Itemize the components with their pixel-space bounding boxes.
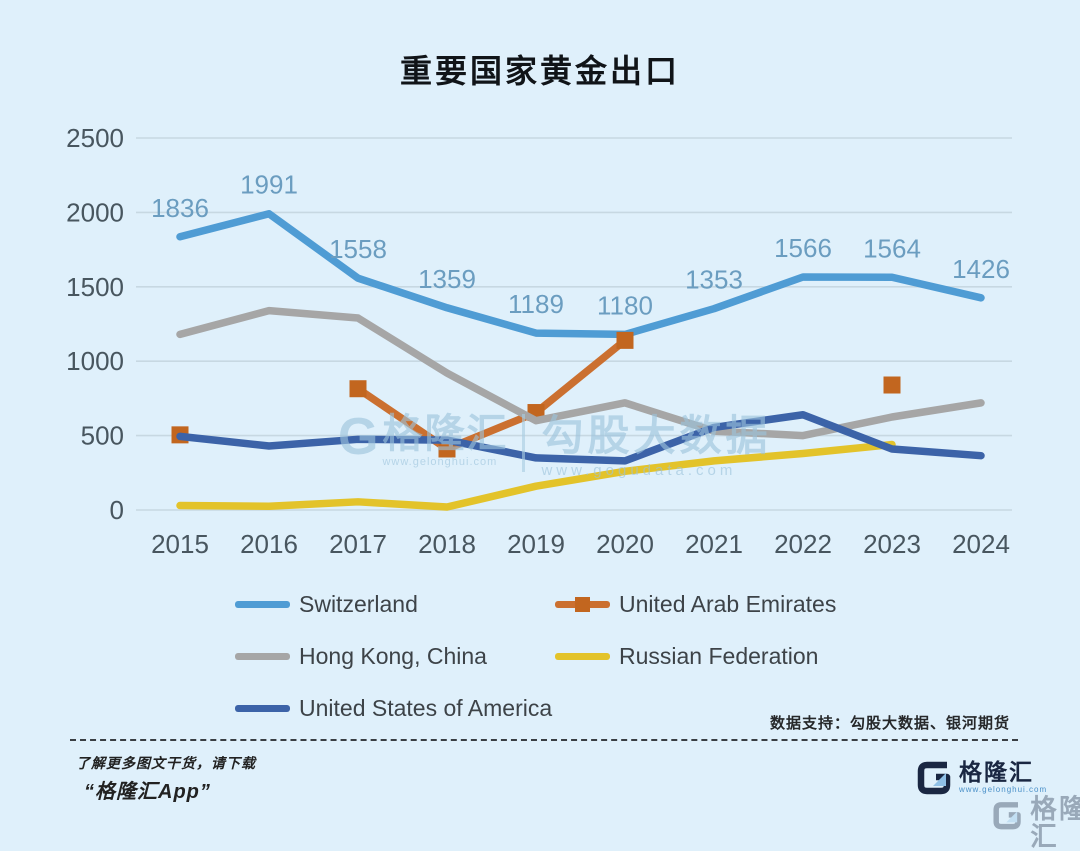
y-tick-label: 1000: [66, 346, 124, 376]
y-tick-label: 1500: [66, 272, 124, 302]
data-label: 1991: [240, 170, 298, 200]
legend-swatch: [555, 597, 610, 612]
promo-app-name: “格隆汇App”: [84, 781, 211, 803]
data-label: 1558: [329, 234, 387, 264]
legend-swatch: [235, 705, 290, 712]
legend-swatch: [555, 653, 610, 660]
chart-title: 重要国家黄金出口: [399, 53, 680, 89]
data-label: 1353: [685, 265, 743, 295]
legend-label: Switzerland: [299, 591, 418, 617]
legend-item-hong-kong-china: Hong Kong, China: [235, 643, 555, 670]
y-tick-label: 500: [81, 421, 124, 451]
footer-divider: [70, 739, 1018, 741]
data-point-marker: [438, 440, 456, 458]
legend-item-russian-federation: Russian Federation: [555, 643, 836, 670]
gelonghui-logo-icon: [917, 761, 951, 795]
series-line-switzerland: [176, 209, 985, 339]
x-tick-label: 2021: [685, 529, 743, 559]
data-label: 1189: [508, 289, 564, 319]
x-tick-label: 2019: [507, 529, 565, 559]
data-label: 1426: [952, 254, 1010, 284]
gelonghui-logo-url: www.gelonghui.com: [959, 785, 1048, 794]
legend: Switzerland United Arab Emirates Hong Kong…: [235, 591, 836, 722]
x-tick-label: 2015: [151, 529, 209, 559]
data-support-note: 数据支持：勾股大数据、银河期货: [769, 715, 1010, 732]
data-label: 1836: [151, 193, 209, 223]
page: { "title": "重要国家黄金出口", "watermark": { "g…: [66, 53, 1080, 851]
data-label: 1359: [418, 264, 476, 294]
series-line-united-arab-emirates: [354, 336, 629, 453]
legend-swatch: [235, 653, 290, 660]
legend-label: United Arab Emirates: [619, 591, 837, 617]
gelonghui-logo-faint-icon: [993, 802, 1021, 830]
gelonghui-logo: 格隆汇 www.gelonghui.com: [916, 760, 1047, 796]
data-point-marker: [883, 376, 901, 394]
legend-item-united-arab-emirates: United Arab Emirates: [555, 591, 836, 618]
x-tick-label: 2016: [240, 529, 298, 559]
y-tick-label: 2000: [66, 197, 124, 227]
series-line-russian-federation: [176, 440, 896, 511]
legend-swatch: [235, 601, 290, 608]
legend-item-switzerland: Switzerland: [235, 591, 555, 618]
x-tick-label: 2022: [774, 529, 832, 559]
x-tick-label: 2024: [952, 529, 1010, 559]
series-line-hong-kong-china: [176, 306, 985, 440]
data-point-marker: [616, 331, 634, 349]
promo-text: 了解更多图文干货，请下载: [76, 755, 256, 771]
legend-label: United States of America: [299, 695, 553, 721]
gelonghui-logo-faint-text: 格隆汇: [1030, 793, 1080, 851]
legend-item-united-states-of-america: United States of America: [235, 695, 555, 722]
y-tick-label: 2500: [66, 123, 124, 153]
data-label: 1566: [774, 233, 832, 263]
gelonghui-logo-watermark: 格隆汇: [992, 795, 1080, 850]
legend-swatch-square: [575, 597, 590, 612]
data-label: 1564: [863, 233, 921, 263]
x-tick-label: 2020: [596, 529, 654, 559]
x-tick-label: 2023: [863, 529, 921, 559]
legend-label: Russian Federation: [619, 643, 819, 669]
gelonghui-logo-text: 格隆汇: [959, 759, 1034, 785]
data-point-marker: [349, 380, 367, 398]
x-tick-label: 2018: [418, 529, 476, 559]
legend-label: Hong Kong, China: [299, 643, 487, 669]
series-line-united-states-of-america: [176, 411, 985, 465]
data-label: 1180: [597, 290, 653, 320]
y-tick-label: 0: [110, 495, 124, 525]
x-tick-label: 2017: [329, 529, 387, 559]
line-chart: 0 500 1000 1500 2000 2500 2015 2016 2017 2018 2019…: [66, 123, 1012, 559]
